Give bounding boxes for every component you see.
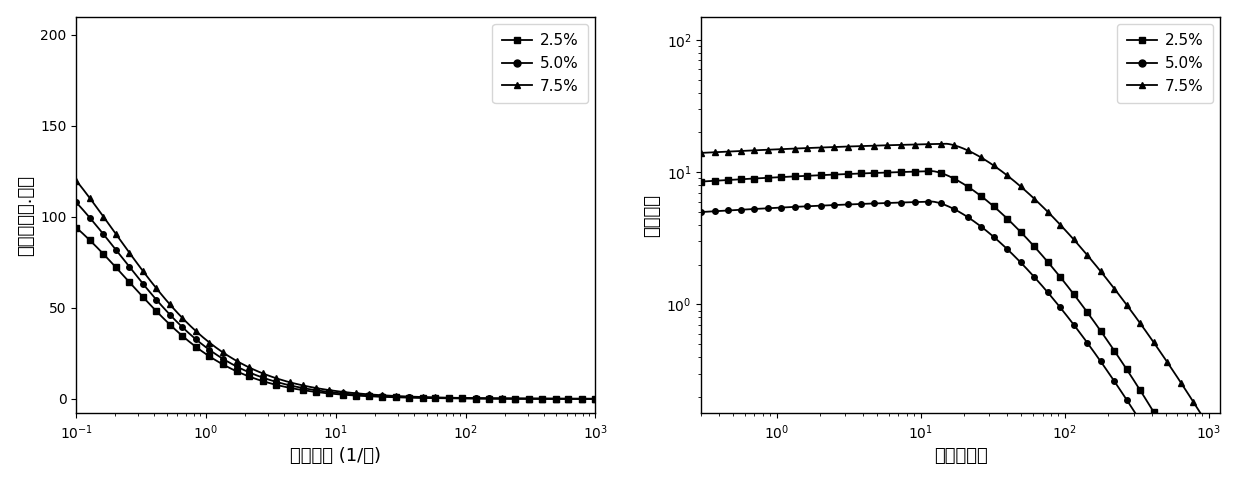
X-axis label: 应力（帕）: 应力（帕） [934,447,988,465]
X-axis label: 剪切速率 (1/秒): 剪切速率 (1/秒) [290,447,382,465]
Legend: 2.5%, 5.0%, 7.5%: 2.5%, 5.0%, 7.5% [1117,24,1213,103]
Y-axis label: 粘度（毫帕.秒）: 粘度（毫帕.秒） [16,174,35,255]
Y-axis label: 弹性模量: 弹性模量 [642,194,661,237]
Legend: 2.5%, 5.0%, 7.5%: 2.5%, 5.0%, 7.5% [492,24,588,103]
